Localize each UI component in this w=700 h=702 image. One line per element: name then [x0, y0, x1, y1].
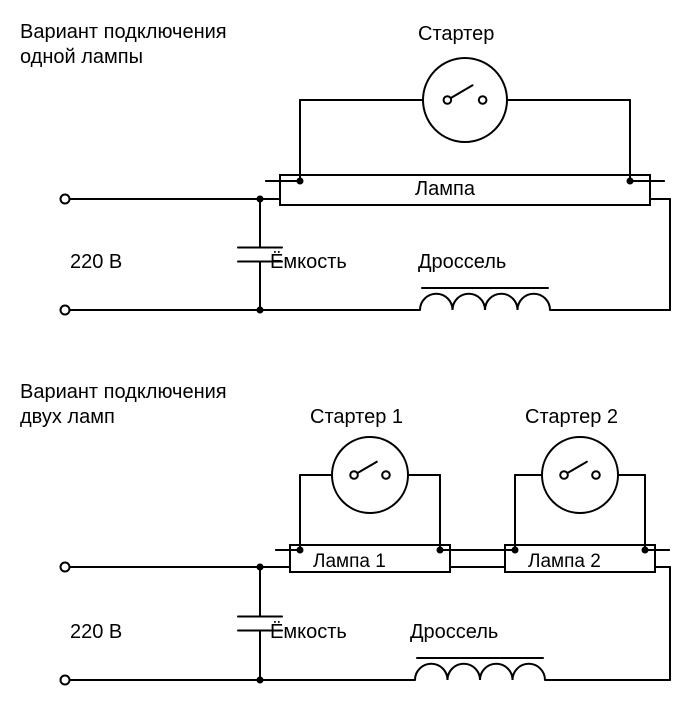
d1-inductor-label: Дроссель [418, 250, 506, 275]
stage: Вариант подключения одной лампы 220 В Ём… [0, 0, 700, 702]
d2-capacitor-label: Ёмкость [270, 620, 347, 645]
d1-starter-label: Стартер [418, 22, 494, 47]
d2-lamp1-label: Лампа 1 [313, 550, 386, 574]
d2-starter2-label: Стартер 2 [525, 405, 618, 430]
d2-inductor-label: Дроссель [410, 620, 498, 645]
d1-capacitor-label: Ёмкость [270, 250, 347, 275]
d1-voltage-label: 220 В [70, 250, 122, 275]
d2-lamp2-label: Лампа 2 [528, 550, 601, 574]
d2-title: Вариант подключения двух ламп [20, 380, 227, 430]
schematic-svg [0, 0, 700, 702]
d1-lamp-label: Лампа [415, 177, 475, 202]
d2-voltage-label: 220 В [70, 620, 122, 645]
d2-starter1-label: Стартер 1 [310, 405, 403, 430]
d1-title: Вариант подключения одной лампы [20, 20, 227, 70]
